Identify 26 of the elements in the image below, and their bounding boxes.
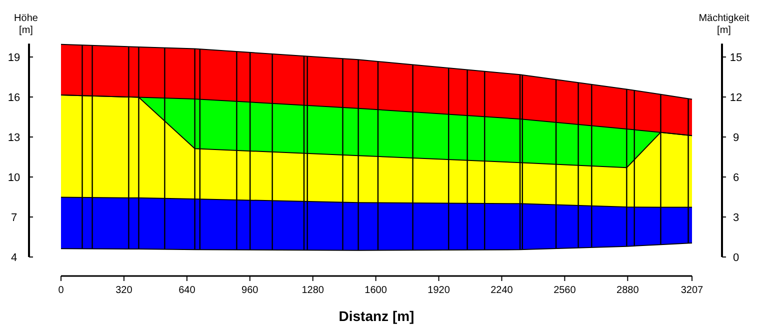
y2-tick-label: 0 [732, 252, 740, 264]
y-tick-label: 10 [8, 172, 20, 184]
y-tick-label: 16 [8, 92, 20, 104]
x-tick-label: 2880 [616, 285, 640, 296]
x-tick-label: 1600 [364, 285, 388, 296]
x-tick-label: 3207 [680, 285, 704, 296]
y2-tick-label: 15 [730, 52, 742, 64]
x-axis-title: Distanz [m] [338, 308, 414, 324]
y2-tick-label: 9 [732, 132, 740, 144]
y-tick-label: 19 [8, 52, 20, 64]
x-tick-label: 2240 [490, 285, 514, 296]
x-tick-label: 320 [116, 285, 133, 296]
x-tick-label: 2560 [554, 285, 576, 296]
x-tick-label: 640 [178, 285, 196, 296]
y-tick-label: 4 [10, 252, 18, 264]
y2-tick-label: 12 [730, 92, 742, 104]
y-axis-title: Höhe [m] [14, 13, 38, 36]
y2-tick-label: 6 [732, 172, 740, 184]
y2-tick-label: 3 [732, 212, 740, 224]
y-tick-label: 7 [10, 212, 18, 224]
y-tick-label: 13 [8, 132, 20, 144]
x-tick-label: 960 [242, 285, 259, 296]
x-tick-label: 0 [58, 285, 64, 296]
x-tick-label: 1920 [428, 285, 450, 296]
y2-axis-title: Mächtigkeit [m] [698, 13, 750, 36]
x-tick-label: 1280 [302, 285, 324, 296]
